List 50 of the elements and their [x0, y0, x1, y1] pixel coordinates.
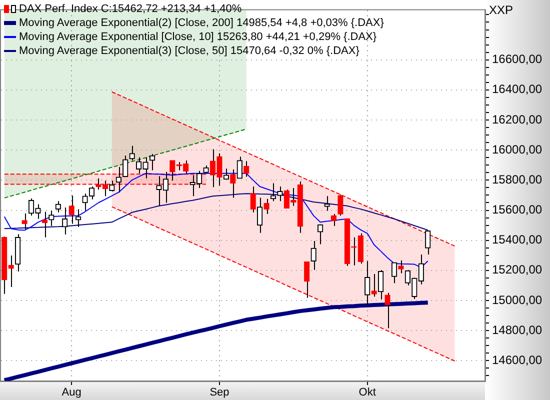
candlestick: [378, 270, 384, 300]
legend-label: Moving Average Exponential [Close, 10] 15263,80 +44,21 +0,29% {.DAX}: [19, 30, 377, 44]
candlestick: [324, 196, 330, 212]
y-tick-label: 15400,00: [492, 232, 542, 247]
legend-label: Moving Average Exponential(3) [Close, 50] 15470,64 -0,32 0% {.DAX}: [19, 44, 360, 58]
candlestick: [116, 166, 122, 193]
legend-label: Moving Average Exponential(2) [Close, 200] 14985,54 +4,8 +0,03% {.DAX}: [19, 16, 384, 30]
candlestick: [68, 195, 74, 224]
candlestick: [129, 145, 135, 161]
candlestick: [384, 292, 390, 329]
candlestick: [236, 156, 242, 179]
candlestick: [391, 262, 398, 284]
candlestick: [364, 260, 370, 306]
candlestick: [338, 194, 344, 216]
candlestick: [304, 261, 310, 298]
y-tick-label: 14800,00: [492, 322, 542, 337]
y-tick-label: 15000,00: [492, 292, 542, 307]
y-tick-label: 15200,00: [492, 262, 542, 277]
candlestick: [149, 154, 156, 171]
x-tick-label: Sep: [210, 386, 230, 399]
candlestick: [270, 182, 276, 202]
candlestick: [244, 160, 250, 178]
text: XXP: [489, 3, 514, 17]
y-tick-label: 16200,00: [492, 112, 542, 126]
candlestick: [109, 180, 115, 192]
candlestick: [277, 186, 283, 202]
y-tick-label: 16600,00: [492, 52, 542, 66]
y-tick-label: 14600,00: [492, 353, 542, 368]
candlestick: [183, 160, 189, 174]
y-tick-label: 15600,00: [492, 202, 542, 217]
candlestick: [122, 155, 128, 178]
candlestick: [62, 207, 68, 235]
candlestick: [256, 197, 263, 234]
y-tick-label: 16400,00: [492, 82, 542, 96]
candlestick: [55, 200, 61, 213]
y-tick-label: 16000,00: [492, 142, 542, 156]
candlestick: [22, 212, 28, 230]
y-tick-label: 15800,00: [492, 172, 542, 186]
line-series: [111, 206, 456, 362]
line-series: [4, 128, 247, 198]
candlestick: [223, 168, 230, 180]
legend-label: DAX Perf. Index C:15462,72 +213,34 +1,40%: [19, 2, 242, 16]
x-tick-label: Aug: [62, 386, 82, 399]
candlestick: [42, 211, 48, 238]
line-series: [111, 91, 456, 247]
candlestick: [317, 224, 324, 245]
candlestick: [310, 240, 316, 270]
x-tick-label: Okt: [358, 386, 376, 399]
candlestick: [425, 230, 431, 255]
candlestick: [48, 210, 54, 227]
